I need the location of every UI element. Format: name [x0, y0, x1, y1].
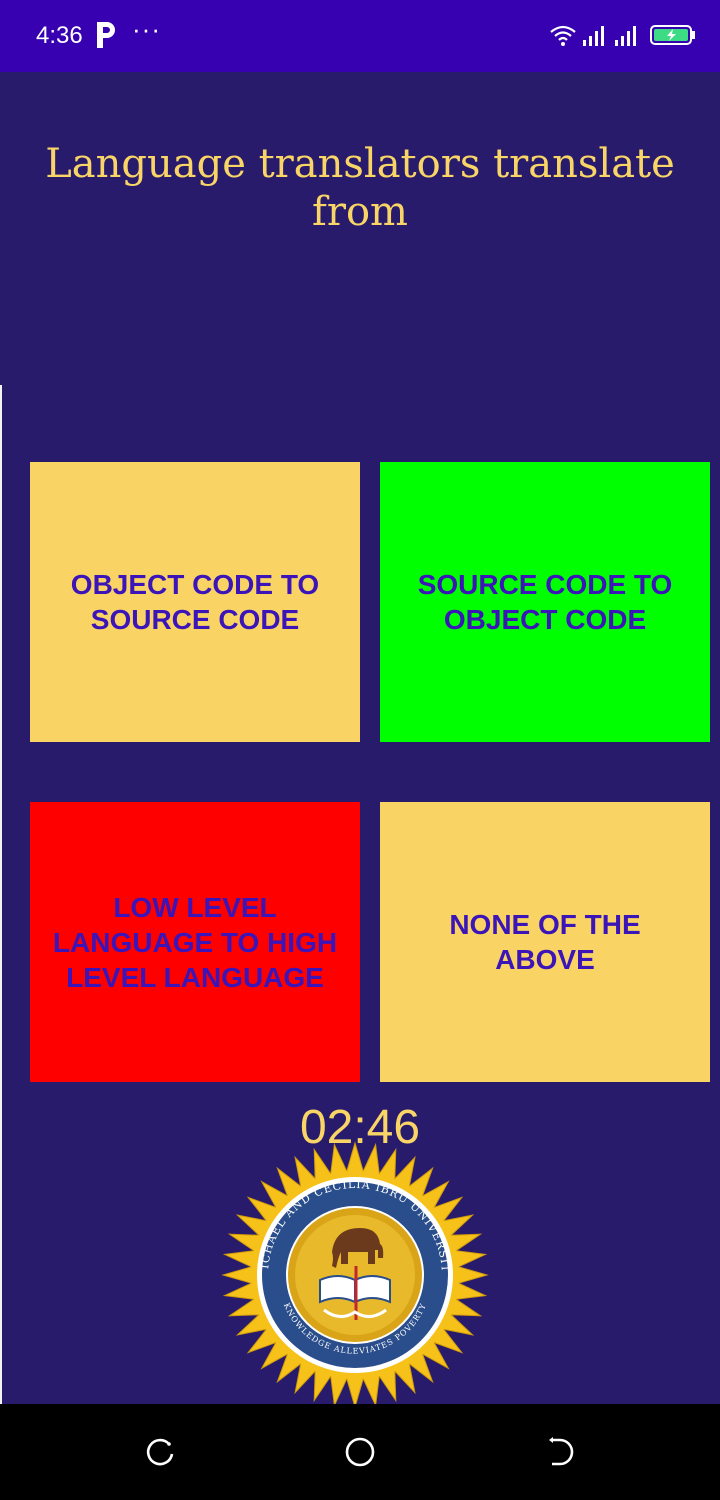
status-bar: 4:36 ··· — [0, 0, 720, 72]
recent-apps-icon[interactable] — [140, 1432, 180, 1472]
option-c-label: LOW LEVEL LANGUAGE TO HIGH LEVEL LANGUAG… — [52, 891, 338, 993]
wifi-icon — [550, 25, 576, 46]
home-icon[interactable] — [340, 1432, 380, 1472]
option-d-label: NONE OF THE ABOVE — [449, 909, 641, 975]
back-icon[interactable] — [540, 1432, 580, 1472]
status-time: 4:36 — [36, 22, 83, 49]
countdown-timer: 02:46 — [299, 1101, 421, 1154]
option-a-button[interactable]: OBJECT CODE TO SOURCE CODE — [30, 462, 360, 742]
question-text: Language translators translate from — [45, 141, 675, 235]
option-b-label: SOURCE CODE TO OBJECT CODE — [417, 569, 673, 635]
option-b-button[interactable]: SOURCE CODE TO OBJECT CODE — [380, 462, 710, 742]
battery-charging-icon — [650, 25, 695, 45]
option-a-label: OBJECT CODE TO SOURCE CODE — [70, 569, 320, 635]
option-d-button[interactable]: NONE OF THE ABOVE — [380, 802, 710, 1082]
p-app-icon — [97, 22, 115, 48]
left-divider — [0, 385, 2, 1405]
university-seal-logo: MICHAEL AND CECILIA IBRU UNIVERSITY KNOW… — [220, 1140, 489, 1409]
signal-icon — [583, 26, 604, 46]
option-c-button[interactable]: LOW LEVEL LANGUAGE TO HIGH LEVEL LANGUAG… — [30, 802, 360, 1082]
more-dots-icon: ··· — [132, 14, 161, 44]
navigation-bar — [0, 1404, 720, 1500]
signal-icon — [615, 26, 636, 46]
